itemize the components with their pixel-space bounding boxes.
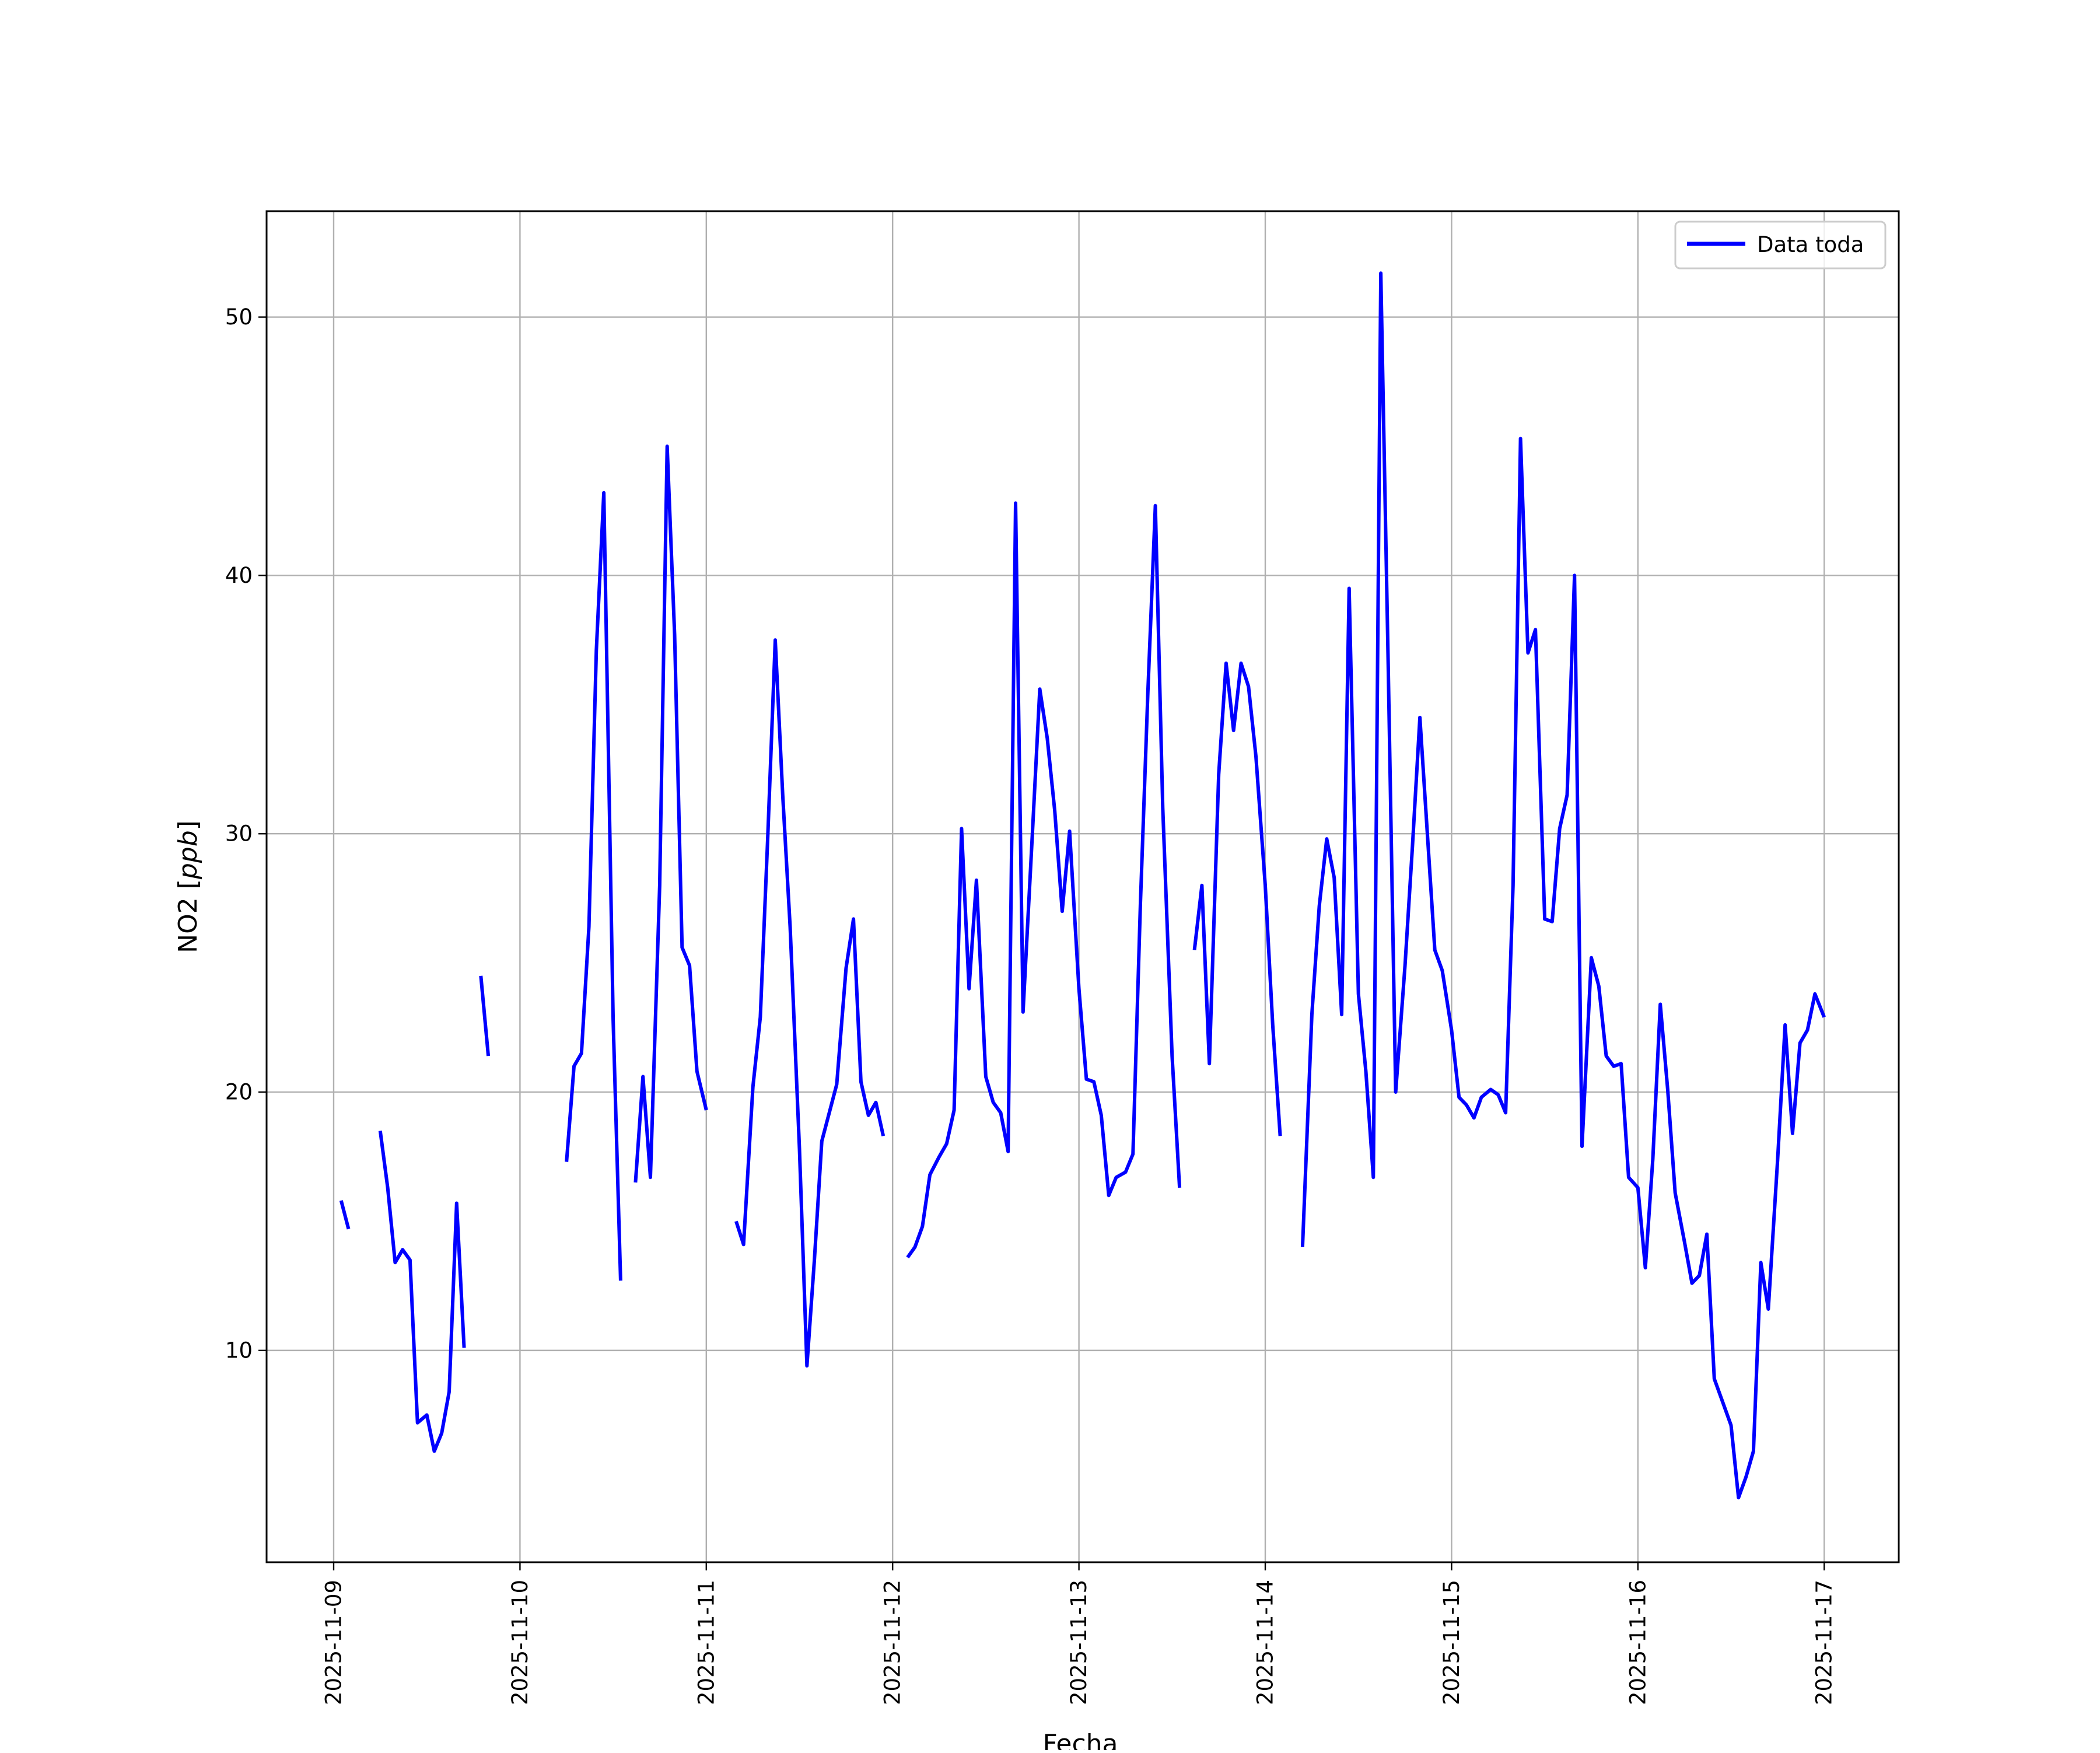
series-line-segment bbox=[1192, 662, 1282, 1136]
series-line-segment bbox=[634, 445, 708, 1183]
series-line-segment bbox=[906, 501, 1182, 1259]
legend-label: Data toda bbox=[1757, 232, 1864, 257]
y-tick-label: 40 bbox=[225, 563, 253, 588]
y-axis-label-main: NO2 [ bbox=[173, 879, 203, 953]
y-axis-label-unit: ppb bbox=[173, 830, 203, 880]
y-tick-label: 30 bbox=[225, 821, 253, 846]
y-axis-ticks: 10 20 30 40 50 bbox=[225, 305, 267, 1363]
x-tick-label: 2025-11-14 bbox=[1253, 1580, 1278, 1705]
x-tick-label: 2025-11-10 bbox=[508, 1580, 533, 1705]
y-tick-label: 50 bbox=[225, 305, 253, 330]
x-axis-label: Fecha bbox=[1042, 1729, 1118, 1750]
x-tick-label: 2025-11-16 bbox=[1625, 1580, 1650, 1705]
y-tick-label: 10 bbox=[225, 1338, 253, 1363]
y-tick-label: 20 bbox=[225, 1080, 253, 1105]
x-tick-label: 2025-11-15 bbox=[1439, 1580, 1464, 1705]
x-tick-label: 2025-11-11 bbox=[694, 1580, 719, 1705]
x-axis-ticks: 2025-11-09 2025-11-10 2025-11-11 2025-11-12… bbox=[321, 1562, 1837, 1705]
series-line-segment bbox=[378, 1131, 466, 1453]
series-line-segment bbox=[734, 638, 886, 1368]
legend-box bbox=[1674, 221, 1887, 270]
y-axis-label: NO2 [ppb] bbox=[173, 820, 203, 953]
series-layer bbox=[339, 271, 1826, 1500]
x-tick-label: 2025-11-12 bbox=[880, 1580, 905, 1705]
legend: Data toda bbox=[1674, 221, 1887, 270]
x-tick-label: 2025-11-13 bbox=[1066, 1580, 1091, 1705]
grid bbox=[267, 211, 1899, 1562]
x-tick-label: 2025-11-09 bbox=[321, 1580, 346, 1705]
series-line-segment bbox=[565, 491, 622, 1281]
series-line-segment bbox=[479, 975, 491, 1056]
plot-frame bbox=[265, 210, 1900, 1563]
series-line-segment bbox=[339, 1200, 351, 1230]
y-axis-label-close: ] bbox=[173, 820, 203, 830]
x-tick-label: 2025-11-17 bbox=[1812, 1580, 1837, 1705]
series-line-segment bbox=[1300, 271, 1826, 1500]
